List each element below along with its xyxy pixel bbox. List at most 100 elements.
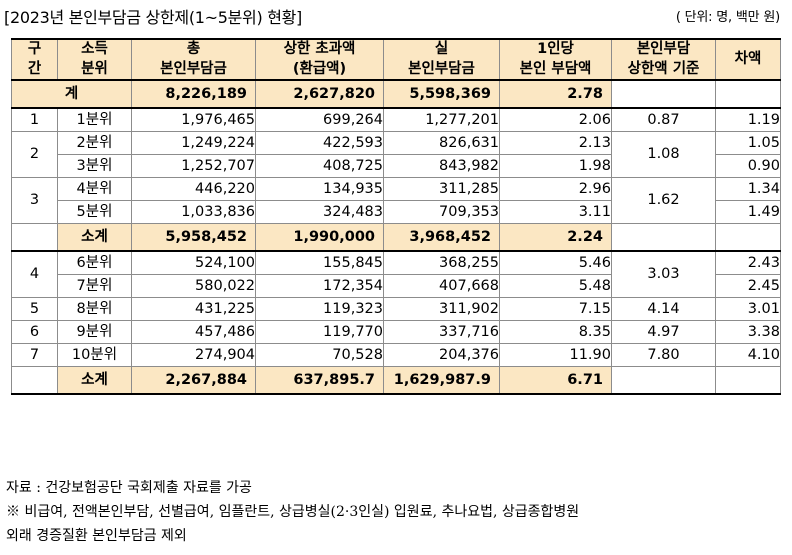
total-excess: 2,627,820 <box>255 79 384 109</box>
per-person-cell: 2.06 <box>499 107 612 133</box>
limit-cell: 7.80 <box>611 343 716 368</box>
per-person-cell: 2.96 <box>499 177 612 202</box>
per-person-cell: 1.98 <box>499 154 612 179</box>
excess-cell: 172,354 <box>255 274 384 299</box>
diff-cell: 1.05 <box>715 131 781 156</box>
actual-cell: 337,716 <box>383 320 500 345</box>
table-row: 3 4분위 446,220 134,935 311,285 2.96 1.62 … <box>11 177 781 225</box>
subtotal-grade-empty <box>11 366 58 396</box>
diff-cell: 2.45 <box>715 274 781 299</box>
per-person-cell: 7.15 <box>499 297 612 322</box>
actual-cell: 709,353 <box>383 200 500 225</box>
table-title: [2023년 본인부담금 상한제(1~5분위) 현황] <box>4 8 302 27</box>
excess-cell: 70,528 <box>255 343 384 368</box>
header-actual-cost: 실 본인부담금 <box>383 37 500 82</box>
grade-cell: 1 <box>11 107 58 133</box>
total-cost-cell: 457,486 <box>131 320 256 345</box>
limit-cell: 4.14 <box>611 297 716 322</box>
subtotal-per-person: 2.24 <box>499 223 612 252</box>
table-row: 7분위 580,022 172,354 407,668 5.48 2.45 <box>12 274 781 299</box>
header-per-person: 1인당 본인 부담액 <box>499 37 612 82</box>
source-note: 자료 : 건강보험공단 국회제출 자료를 가공 <box>6 480 252 496</box>
total-cost-cell: 446,220 <box>131 177 256 202</box>
total-limit-empty <box>611 79 716 109</box>
decile-cell: 10분위 <box>57 343 132 368</box>
per-person-cell: 2.13 <box>499 131 612 156</box>
grade-cell: 2 <box>11 131 58 179</box>
actual-cell: 826,631 <box>383 131 500 156</box>
actual-cell: 311,285 <box>383 177 500 202</box>
diff-cell: 4.10 <box>715 343 781 368</box>
grade-cell: 3 <box>11 177 58 225</box>
decile-cell: 8분위 <box>57 297 132 322</box>
table-row: 5분위 1,033,836 324,483 709,353 3.11 1.49 <box>12 200 781 225</box>
subtotal-diff-empty <box>715 366 781 396</box>
diff-cell: 3.01 <box>715 297 781 322</box>
subtotal-grade-empty <box>11 223 58 252</box>
subtotal-excess: 637,895.7 <box>255 366 384 396</box>
table-row: 2 2분위 1,249,224 422,593 826,631 2.13 1.0… <box>11 131 781 179</box>
grade-cell: 4 <box>11 250 58 299</box>
subtotal-excess: 1,990,000 <box>255 223 384 252</box>
total-cost-cell: 524,100 <box>131 250 256 276</box>
actual-cell: 407,668 <box>383 274 500 299</box>
table-row: 4 6분위 524,100 155,845 368,255 5.46 3.03 … <box>11 250 781 299</box>
subtotal-diff-empty <box>715 223 781 252</box>
table-row: 7 10분위 274,904 70,528 204,376 11.90 7.80… <box>11 343 781 368</box>
subtotal-limit-empty <box>611 366 716 396</box>
excess-cell: 119,323 <box>255 297 384 322</box>
grade-cell: 5 <box>11 297 58 322</box>
actual-cell: 843,982 <box>383 154 500 179</box>
subtotal-row: 소계 2,267,884 637,895.7 1,629,987.9 6.71 <box>11 366 781 396</box>
header-limit: 본인부담 상한액 기준 <box>611 37 716 82</box>
decile-cell: 2분위 <box>57 131 132 156</box>
limit-cell: 3.03 <box>611 250 716 299</box>
total-diff-empty <box>715 79 781 109</box>
decile-cell: 4분위 <box>57 177 132 202</box>
diff-cell: 0.90 <box>715 154 781 179</box>
total-cost-cell: 1,249,224 <box>131 131 256 156</box>
footnotes: 자료 : 건강보험공단 국회제출 자료를 가공 ※ 비급여, 전액본인부담, 선… <box>6 476 579 548</box>
decile-cell: 1분위 <box>57 107 132 133</box>
limit-cell: 0.87 <box>611 107 716 133</box>
diff-cell: 2.43 <box>715 250 781 276</box>
diff-cell: 1.34 <box>715 177 781 202</box>
grade-cell: 6 <box>11 320 58 345</box>
subtotal-actual: 1,629,987.9 <box>383 366 500 396</box>
total-per-person: 2.78 <box>499 79 612 109</box>
actual-cell: 1,277,201 <box>383 107 500 133</box>
total-label: 계 <box>11 79 132 109</box>
diff-cell: 3.38 <box>715 320 781 345</box>
excess-cell: 324,483 <box>255 200 384 225</box>
total-cost-cell: 1,252,707 <box>131 154 256 179</box>
total-cost-cell: 431,225 <box>131 297 256 322</box>
header-total-cost: 총 본인부담금 <box>131 37 256 82</box>
grade-cell: 7 <box>11 343 58 368</box>
excess-cell: 134,935 <box>255 177 384 202</box>
limit-cell: 4.97 <box>611 320 716 345</box>
table-row: 6 9분위 457,486 119,770 337,716 8.35 4.97 … <box>11 320 781 345</box>
total-row: 계 8,226,189 2,627,820 5,598,369 2.78 <box>11 79 781 109</box>
exclusion-note-continued: 외래 경증질환 본인부담금 제외 <box>6 528 187 544</box>
limit-cell: 1.08 <box>611 131 716 179</box>
total-cost-cell: 274,904 <box>131 343 256 368</box>
total-cost-cell: 1,976,465 <box>131 107 256 133</box>
total-actual: 5,598,369 <box>383 79 500 109</box>
subtotal-cost: 2,267,884 <box>131 366 256 396</box>
per-person-cell: 3.11 <box>499 200 612 225</box>
actual-cell: 368,255 <box>383 250 500 276</box>
subtotal-per-person: 6.71 <box>499 366 612 396</box>
table-row: 3분위 1,252,707 408,725 843,982 1.98 0.90 <box>12 154 781 179</box>
exclusion-note: ※ 비급여, 전액본인부담, 선별급여, 임플란트, 상급병실(2·3인실) 입… <box>6 504 580 520</box>
subtotal-limit-empty <box>611 223 716 252</box>
header-decile: 소득 분위 <box>57 37 132 82</box>
decile-cell: 9분위 <box>57 320 132 345</box>
per-person-cell: 8.35 <box>499 320 612 345</box>
total-cost-cell: 580,022 <box>131 274 256 299</box>
table-row: 5 8분위 431,225 119,323 311,902 7.15 4.14 … <box>11 297 781 322</box>
subtotal-label: 소계 <box>57 223 132 252</box>
unit-label: ( 단위: 명, 백만 원) <box>675 10 780 25</box>
actual-cell: 204,376 <box>383 343 500 368</box>
